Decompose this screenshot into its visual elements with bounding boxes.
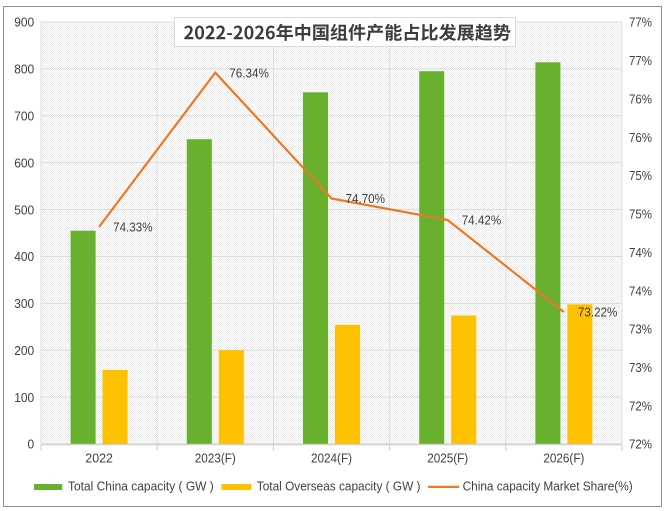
svg-text:500: 500 bbox=[14, 202, 34, 217]
svg-text:74.42%: 74.42% bbox=[462, 213, 502, 228]
svg-text:Total China capacity ( GW ): Total China capacity ( GW ) bbox=[68, 479, 214, 494]
svg-text:600: 600 bbox=[14, 155, 34, 170]
svg-text:73.22%: 73.22% bbox=[578, 305, 618, 320]
svg-text:2026(F): 2026(F) bbox=[543, 451, 584, 466]
svg-text:76%: 76% bbox=[629, 91, 652, 106]
svg-text:72%: 72% bbox=[629, 398, 652, 413]
svg-text:100: 100 bbox=[14, 390, 34, 405]
svg-text:73%: 73% bbox=[629, 322, 652, 337]
svg-text:2022: 2022 bbox=[85, 451, 113, 466]
svg-text:74.33%: 74.33% bbox=[113, 220, 153, 235]
svg-text:72%: 72% bbox=[629, 437, 652, 452]
svg-text:2024(F): 2024(F) bbox=[311, 451, 352, 466]
svg-text:2023(F): 2023(F) bbox=[195, 451, 236, 466]
svg-text:China capacity Market Share(%): China capacity Market Share(%) bbox=[463, 479, 633, 494]
svg-text:74%: 74% bbox=[629, 245, 652, 260]
svg-text:76.34%: 76.34% bbox=[229, 65, 269, 80]
svg-text:74.70%: 74.70% bbox=[346, 191, 386, 206]
svg-text:74%: 74% bbox=[629, 283, 652, 298]
svg-text:300: 300 bbox=[14, 296, 34, 311]
svg-text:0: 0 bbox=[28, 437, 35, 452]
svg-text:900: 900 bbox=[14, 15, 34, 30]
svg-text:75%: 75% bbox=[629, 168, 652, 183]
svg-text:Total Overseas capacity ( GW ): Total Overseas capacity ( GW ) bbox=[257, 479, 421, 494]
svg-text:77%: 77% bbox=[629, 15, 652, 30]
svg-text:73%: 73% bbox=[629, 360, 652, 375]
svg-text:2025(F): 2025(F) bbox=[427, 451, 468, 466]
svg-text:77%: 77% bbox=[629, 53, 652, 68]
svg-text:700: 700 bbox=[14, 108, 34, 123]
svg-text:75%: 75% bbox=[629, 207, 652, 222]
svg-text:76%: 76% bbox=[629, 130, 652, 145]
svg-text:200: 200 bbox=[14, 343, 34, 358]
svg-text:400: 400 bbox=[14, 249, 34, 264]
svg-text:800: 800 bbox=[14, 62, 34, 77]
